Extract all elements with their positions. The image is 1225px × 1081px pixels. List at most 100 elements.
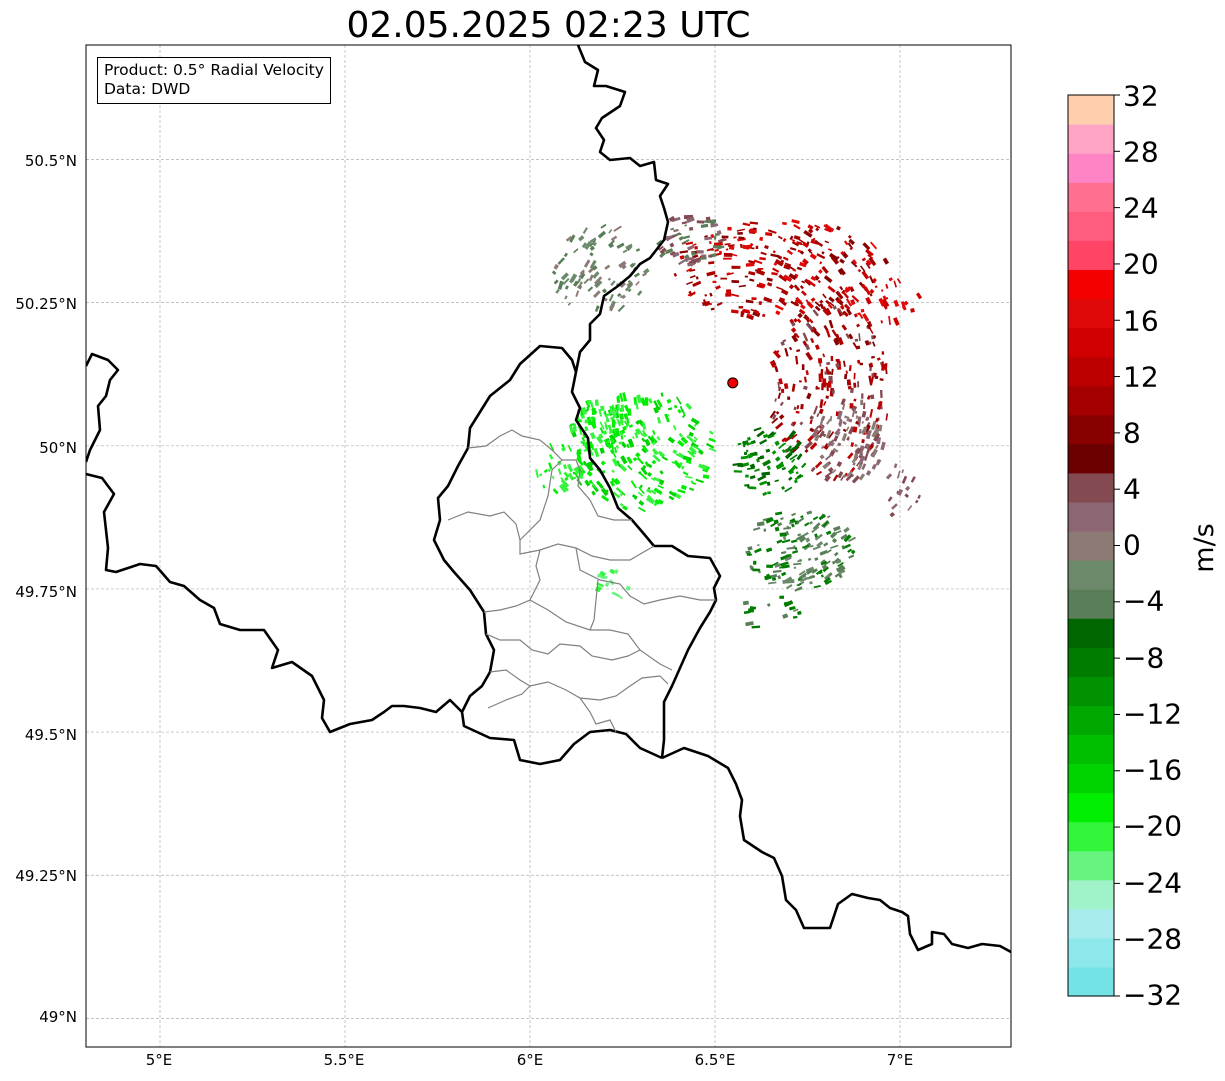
velocity-echo-pixel xyxy=(874,444,879,450)
velocity-echo-pixel xyxy=(774,526,780,532)
velocity-echo-pixel xyxy=(593,420,597,427)
velocity-echo-pixel xyxy=(619,492,623,497)
lon-tick-label: 5°E xyxy=(145,1051,173,1069)
velocity-echo-pixel xyxy=(860,426,868,435)
velocity-echo-pixel xyxy=(774,398,777,402)
velocity-echo-pixel xyxy=(621,422,624,426)
velocity-echo-pixel xyxy=(627,288,632,293)
velocity-echo-pixel xyxy=(680,436,689,445)
velocity-echo-pixel xyxy=(641,448,647,454)
velocity-echo-pixel xyxy=(710,307,715,311)
velocity-echo-pixel xyxy=(673,404,678,409)
velocity-echo-pixel xyxy=(865,470,872,476)
radar-site-marker[interactable] xyxy=(727,377,739,389)
velocity-echo-pixel xyxy=(731,265,741,269)
velocity-echo-pixel xyxy=(789,235,794,241)
velocity-echo-pixel xyxy=(659,470,664,475)
velocity-echo-pixel xyxy=(688,226,694,231)
colorbar-segment xyxy=(1068,153,1114,183)
velocity-echo-pixel xyxy=(693,436,698,441)
velocity-echo-pixel xyxy=(865,259,872,266)
velocity-echo-pixel xyxy=(818,571,823,575)
velocity-echo-pixel xyxy=(770,573,778,579)
velocity-echo-pixel xyxy=(819,362,822,367)
velocity-echo-pixel xyxy=(838,564,844,569)
velocity-echo-pixel xyxy=(780,517,784,521)
velocity-echo-pixel xyxy=(844,373,848,380)
velocity-echo-pixel xyxy=(589,432,596,440)
colorbar-tick-label: 24 xyxy=(1123,191,1159,225)
velocity-echo-pixel xyxy=(665,248,674,255)
velocity-echo-pixel xyxy=(688,451,696,458)
velocity-echo-pixel xyxy=(745,299,754,304)
velocity-echo-pixel xyxy=(686,281,693,286)
velocity-echo-pixel xyxy=(679,462,683,466)
velocity-echo-pixel xyxy=(896,490,899,494)
velocity-echo-pixel xyxy=(817,279,821,284)
velocity-echo-pixel xyxy=(836,410,843,420)
velocity-echo-pixel xyxy=(658,480,664,486)
velocity-echo-pixel xyxy=(860,399,864,406)
velocity-echo-pixel xyxy=(584,427,589,432)
velocity-echo-pixel xyxy=(813,405,819,415)
velocity-echo-pixel xyxy=(764,245,769,250)
velocity-echo-pixel xyxy=(635,419,641,425)
velocity-echo-pixel xyxy=(560,477,564,481)
velocity-echo-pixel xyxy=(788,521,793,525)
velocity-echo-pixel xyxy=(803,385,808,390)
velocity-echo-pixel xyxy=(748,229,757,233)
velocity-echo-pixel xyxy=(850,260,858,268)
velocity-echo-pixel xyxy=(885,413,889,421)
velocity-echo-pixel xyxy=(833,525,841,532)
velocity-echo-pixel xyxy=(846,436,850,441)
velocity-echo-pixel xyxy=(871,429,879,438)
velocity-echo-pixel xyxy=(636,457,644,465)
velocity-echo-pixel xyxy=(859,452,864,457)
velocity-echo-pixel xyxy=(851,405,858,412)
velocity-echo-pixel xyxy=(796,610,802,616)
velocity-echo-pixel xyxy=(826,515,831,519)
velocity-echo-pixel xyxy=(626,443,630,449)
velocity-echo-pixel xyxy=(826,418,832,425)
velocity-echo-pixel xyxy=(765,547,773,553)
velocity-echo-pixel xyxy=(593,290,601,298)
velocity-echo-pixel xyxy=(756,430,765,438)
velocity-echo-pixel xyxy=(594,279,603,289)
velocity-echo-pixel xyxy=(835,363,840,368)
velocity-echo-pixel xyxy=(563,471,570,479)
velocity-echo-pixel xyxy=(678,236,684,241)
colorbar-tick-label: −28 xyxy=(1123,922,1183,956)
velocity-echo-pixel xyxy=(842,360,846,367)
velocity-echo-pixel xyxy=(825,395,830,399)
velocity-echo-pixel xyxy=(836,461,843,468)
velocity-echo-pixel xyxy=(796,318,802,324)
luxembourg-canton-borders xyxy=(447,429,716,733)
velocity-echo-pixel xyxy=(568,472,575,481)
velocity-echo-pixel xyxy=(605,418,610,423)
velocity-echo-pixel xyxy=(871,464,877,470)
velocity-echo-pixel xyxy=(709,241,712,245)
velocity-echo-pixel xyxy=(728,245,735,250)
velocity-echo-pixel xyxy=(901,304,906,309)
velocity-echo-pixel xyxy=(781,437,787,443)
velocity-echo-pixel xyxy=(578,271,585,278)
velocity-echo-pixel xyxy=(799,250,805,255)
velocity-echo-pixel xyxy=(749,463,756,469)
velocity-echo-pixel xyxy=(836,298,841,304)
velocity-echo-pixel xyxy=(619,392,624,402)
velocity-echo-pixel xyxy=(565,235,573,242)
velocity-echo-pixel xyxy=(618,441,623,445)
velocity-echo-pixel xyxy=(801,544,810,549)
velocity-echo-pixel xyxy=(629,262,635,269)
velocity-echo-pixel xyxy=(872,341,876,347)
velocity-echo-pixel xyxy=(668,490,677,497)
velocity-echo-pixel xyxy=(589,237,597,243)
velocity-echo-pixel xyxy=(647,435,655,443)
velocity-echo-pixel xyxy=(612,439,615,443)
velocity-echo-pixel xyxy=(859,362,864,366)
velocity-echo-pixel xyxy=(635,402,639,410)
velocity-echo-pixel xyxy=(563,252,569,258)
velocity-echo-pixel xyxy=(641,444,649,453)
velocity-echo-pixel xyxy=(691,481,697,485)
